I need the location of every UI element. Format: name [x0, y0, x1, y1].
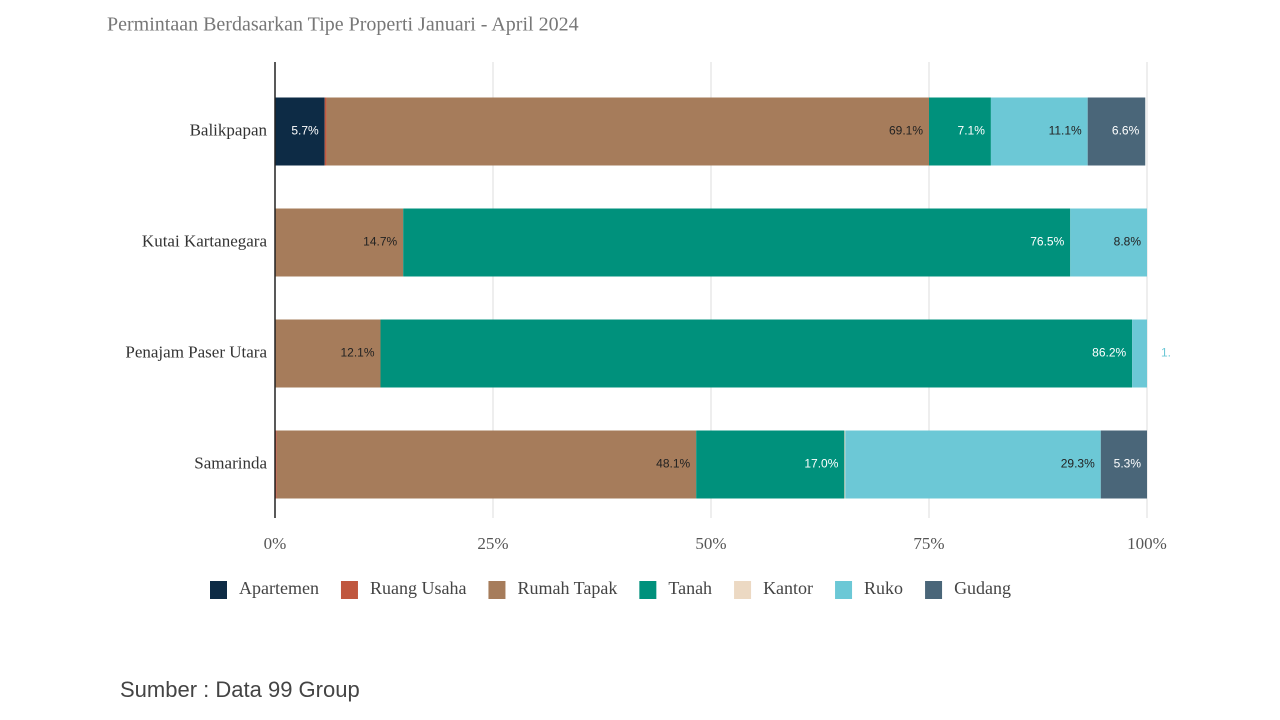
bar-segment	[403, 208, 1071, 277]
y-tick-label: Penajam Paser Utara	[125, 342, 267, 361]
bar-segment	[275, 97, 325, 166]
bar-segment	[845, 430, 1101, 499]
bar-segment	[929, 97, 991, 166]
data-label: 11.1%	[1049, 124, 1082, 138]
x-tick-label: 50%	[695, 534, 726, 553]
legend-swatch	[835, 581, 853, 599]
x-tick-label: 0%	[264, 534, 287, 553]
x-tick-label: 100%	[1127, 534, 1167, 553]
legend-swatch	[734, 581, 752, 599]
legend-swatch	[925, 581, 943, 599]
data-label: 76.5%	[1030, 235, 1064, 249]
legend-label: Gudang	[954, 578, 1011, 598]
bar-segment	[380, 319, 1133, 388]
data-label: 14.7%	[363, 235, 397, 249]
legend-swatch	[210, 581, 227, 599]
data-label: 5.7%	[291, 124, 319, 138]
bar-segment	[990, 97, 1088, 166]
bar-segment	[1087, 97, 1146, 166]
legend-swatch	[639, 581, 657, 599]
data-label: 48.1%	[656, 457, 690, 471]
x-tick-label: 75%	[913, 534, 944, 553]
y-tick-label: Samarinda	[194, 453, 267, 472]
legend-label: Ruang Usaha	[370, 578, 466, 598]
legend-swatch	[340, 581, 358, 599]
source-note: Sumber : Data 99 Group	[120, 677, 360, 702]
bar-segment	[326, 97, 929, 166]
bar-segment	[1070, 208, 1147, 277]
bar-segment	[276, 430, 697, 499]
data-label: 29.3%	[1061, 457, 1095, 471]
chart-title: Permintaan Berdasarkan Tipe Properti Jan…	[107, 14, 579, 36]
legend-label: Rumah Tapak	[517, 578, 617, 598]
data-label: 1.	[1161, 346, 1171, 360]
bar-segment	[275, 208, 404, 277]
bar-segment	[275, 319, 381, 388]
y-tick-label: Balikpapan	[190, 120, 268, 139]
bar-segment	[324, 97, 327, 166]
bar-segment	[844, 430, 846, 499]
bar-segment	[696, 430, 845, 499]
data-label: 5.3%	[1114, 457, 1142, 471]
y-tick-label: Kutai Kartanegara	[142, 231, 268, 250]
data-label: 8.8%	[1114, 235, 1142, 249]
bar-segment	[275, 430, 277, 499]
data-label: 12.1%	[340, 346, 374, 360]
data-label: 86.2%	[1092, 346, 1126, 360]
data-label: 69.1%	[889, 124, 923, 138]
data-label: 7.1%	[958, 124, 986, 138]
legend-swatch	[488, 581, 506, 599]
legend-label: Kantor	[763, 578, 813, 598]
legend-label: Apartemen	[239, 578, 319, 598]
legend-label: Ruko	[864, 578, 903, 598]
legend-label: Tanah	[668, 578, 712, 598]
data-label: 17.0%	[804, 457, 838, 471]
bar-segment	[1132, 319, 1147, 388]
data-label: 6.6%	[1112, 124, 1140, 138]
bar-segment	[1100, 430, 1147, 499]
x-tick-label: 25%	[477, 534, 508, 553]
